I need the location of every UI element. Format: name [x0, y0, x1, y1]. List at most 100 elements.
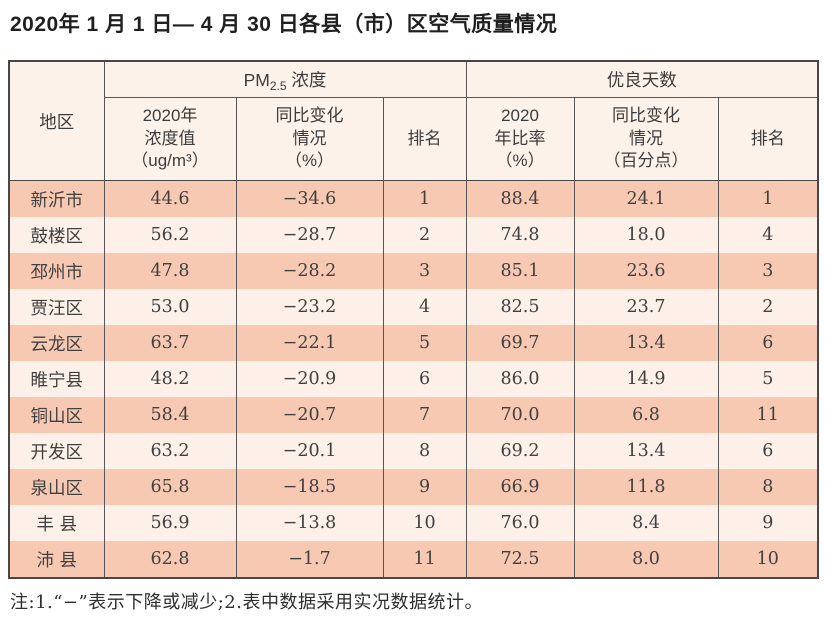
table-row: 云龙区 63.7 −22.1 5 69.7 13.4 6 — [8, 325, 819, 361]
good-rank-cell: 10 — [717, 541, 819, 578]
header-good-change: 同比变化 情况 （百分点） — [573, 97, 719, 181]
good-ratio-cell: 69.7 — [465, 325, 575, 361]
good-change-cell: 23.7 — [573, 289, 719, 325]
pm-value-cell: 47.8 — [103, 253, 237, 289]
header-pm-rank: 排名 — [382, 97, 467, 181]
good-ratio-cell: 88.4 — [465, 180, 575, 217]
pm-rank-cell: 11 — [382, 541, 467, 578]
pm-value-cell: 62.8 — [103, 541, 237, 578]
pm-change-cell: −28.2 — [235, 253, 384, 289]
good-change-cell: 23.6 — [573, 253, 719, 289]
good-change-cell: 14.9 — [573, 361, 719, 397]
header-group-row: 地区 PM2.5 浓度 优良天数 — [8, 61, 819, 181]
pm-value-cell: 63.7 — [103, 325, 237, 361]
good-ratio-cell: 66.9 — [465, 469, 575, 505]
good-change-cell: 13.4 — [573, 325, 719, 361]
pm-change-cell: −1.7 — [235, 541, 384, 578]
good-change-cell: 8.0 — [573, 541, 719, 578]
footnote: 注:1.“−”表示下降或减少;2.表中数据采用实况数据统计。 — [10, 592, 483, 613]
region-cell: 丰 县 — [8, 505, 105, 541]
pm-value-cell: 63.2 — [103, 433, 237, 469]
pm-rank-cell: 9 — [382, 469, 467, 505]
pm-rank-cell: 5 — [382, 325, 467, 361]
page-title: 2020年 1 月 1 日— 4 月 30 日各县（市）区空气质量情况 — [10, 13, 558, 36]
table-row: 沛 县 62.8 −1.7 11 72.5 8.0 10 — [8, 541, 819, 578]
region-cell: 睢宁县 — [8, 361, 105, 397]
header-good-rank: 排名 — [717, 97, 819, 181]
good-change-cell: 6.8 — [573, 397, 719, 433]
region-cell: 贾汪区 — [8, 289, 105, 325]
region-cell: 铜山区 — [8, 397, 105, 433]
good-ratio-cell: 76.0 — [465, 505, 575, 541]
good-rank-cell: 9 — [717, 505, 819, 541]
pm-value-cell: 56.2 — [103, 217, 237, 253]
pm-change-cell: −20.7 — [235, 397, 384, 433]
pm-value-cell: 58.4 — [103, 397, 237, 433]
pm-change-cell: −18.5 — [235, 469, 384, 505]
table-row: 睢宁县 48.2 −20.9 6 86.0 14.9 5 — [8, 361, 819, 397]
pm-rank-cell: 8 — [382, 433, 467, 469]
good-ratio-cell: 85.1 — [465, 253, 575, 289]
good-rank-cell: 6 — [717, 325, 819, 361]
pm-label-suffix: 浓度 — [286, 69, 327, 90]
pm-label-prefix: PM — [243, 69, 270, 90]
good-rank-cell: 3 — [717, 253, 819, 289]
good-ratio-cell: 70.0 — [465, 397, 575, 433]
table-row: 泉山区 65.8 −18.5 9 66.9 11.8 8 — [8, 469, 819, 505]
pm-change-cell: −20.1 — [235, 433, 384, 469]
good-rank-cell: 11 — [717, 397, 819, 433]
table-row: 开发区 63.2 −20.1 8 69.2 13.4 6 — [8, 433, 819, 469]
table-row: 贾汪区 53.0 −23.2 4 82.5 23.7 2 — [8, 289, 819, 325]
pm-change-cell: −34.6 — [235, 180, 384, 217]
good-rank-cell: 6 — [717, 433, 819, 469]
pm-value-cell: 65.8 — [103, 469, 237, 505]
good-change-cell: 11.8 — [573, 469, 719, 505]
good-rank-cell: 8 — [717, 469, 819, 505]
good-change-cell: 8.4 — [573, 505, 719, 541]
pm-rank-cell: 7 — [382, 397, 467, 433]
region-cell: 新沂市 — [8, 180, 105, 217]
region-cell: 泉山区 — [8, 469, 105, 505]
good-rank-cell: 4 — [717, 217, 819, 253]
pm-rank-cell: 4 — [382, 289, 467, 325]
pm-value-cell: 56.9 — [103, 505, 237, 541]
pm-rank-cell: 1 — [382, 180, 467, 217]
pm-value-cell: 48.2 — [103, 361, 237, 397]
pm-rank-cell: 10 — [382, 505, 467, 541]
good-rank-cell: 5 — [717, 361, 819, 397]
good-change-cell: 13.4 — [573, 433, 719, 469]
good-ratio-cell: 74.8 — [465, 217, 575, 253]
region-cell: 鼓楼区 — [8, 217, 105, 253]
pm-rank-cell: 6 — [382, 361, 467, 397]
header-pm-change: 同比变化 情况 （%） — [235, 97, 384, 181]
pm-rank-cell: 3 — [382, 253, 467, 289]
pm-change-cell: −13.8 — [235, 505, 384, 541]
good-ratio-cell: 69.2 — [465, 433, 575, 469]
pm-value-cell: 44.6 — [103, 180, 237, 217]
header-sub-row: 2020年 浓度值 （ug/m³） 同比变化 情况 （%） 排名 2020 年比… — [9, 97, 819, 181]
table-row: 新沂市 44.6 −34.6 1 88.4 24.1 1 — [8, 180, 819, 217]
header-region: 地区 — [8, 61, 105, 181]
pm-change-cell: −23.2 — [235, 289, 384, 325]
table-row: 铜山区 58.4 −20.7 7 70.0 6.8 11 — [8, 397, 819, 433]
table-row: 鼓楼区 56.2 −28.7 2 74.8 18.0 4 — [8, 217, 819, 253]
region-cell: 邳州市 — [8, 253, 105, 289]
good-ratio-cell: 72.5 — [465, 541, 575, 578]
good-rank-cell: 2 — [717, 289, 819, 325]
good-ratio-cell: 86.0 — [465, 361, 575, 397]
region-cell: 沛 县 — [8, 541, 105, 578]
table-header: 地区 PM2.5 浓度 优良天数 2020年 浓度值 （ug/m³） 同比变化 … — [8, 61, 819, 181]
header-pm25-group: PM2.5 浓度 — [103, 61, 467, 98]
good-rank-cell: 1 — [717, 180, 819, 217]
header-good-ratio: 2020 年比率 （%） — [465, 97, 575, 181]
header-pm-value: 2020年 浓度值 （ug/m³） — [103, 97, 237, 181]
header-good-days-group: 优良天数 — [465, 61, 819, 98]
table-row: 丰 县 56.9 −13.8 10 76.0 8.4 9 — [8, 505, 819, 541]
pm-change-cell: −28.7 — [235, 217, 384, 253]
good-change-cell: 24.1 — [573, 180, 719, 217]
pm-rank-cell: 2 — [382, 217, 467, 253]
region-cell: 云龙区 — [8, 325, 105, 361]
pm-change-cell: −20.9 — [235, 361, 384, 397]
pm-value-cell: 53.0 — [103, 289, 237, 325]
table-body: 新沂市 44.6 −34.6 1 88.4 24.1 1 鼓楼区 56.2 −2… — [8, 180, 819, 578]
